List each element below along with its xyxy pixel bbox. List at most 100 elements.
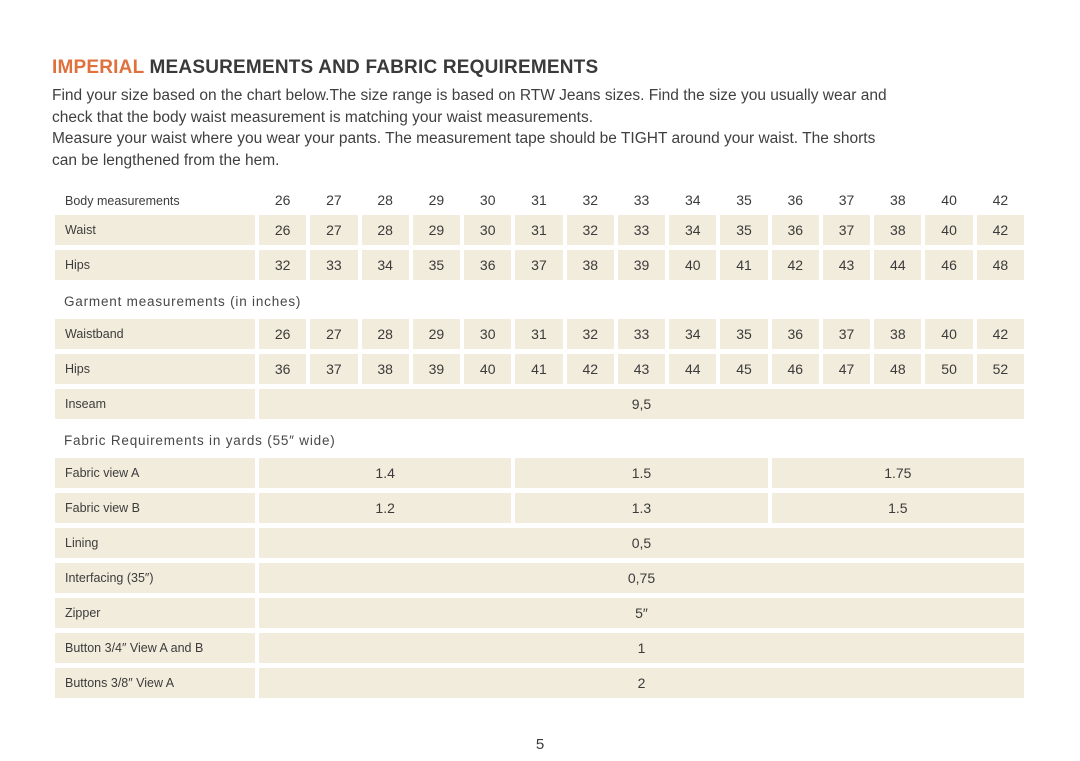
- value-cell: 46: [925, 250, 973, 281]
- value-cell: 30: [464, 319, 512, 350]
- value-cell: 33: [617, 215, 666, 246]
- size-column-header: 28: [377, 192, 393, 209]
- size-column-header: 37: [838, 192, 855, 209]
- size-column-header: 35: [736, 192, 752, 209]
- intro-line: Measure your waist where you wear your p…: [52, 130, 876, 148]
- row-label: Button 3/4″ View A and B: [55, 633, 255, 664]
- value-cell: 43: [822, 250, 871, 281]
- value-cell: 42: [976, 215, 1024, 246]
- row-label: Waistband: [55, 319, 255, 350]
- value-cell: 33: [310, 250, 358, 281]
- value-cell: 41: [515, 354, 563, 385]
- value-cell: 27: [310, 215, 358, 246]
- size-column-header: 38: [890, 192, 906, 209]
- value-cell: 35: [412, 250, 461, 281]
- size-column-header: 32: [582, 192, 599, 209]
- value-cell: 36: [771, 319, 819, 350]
- value-cell: 37: [310, 354, 358, 385]
- value-cell: 38: [874, 319, 922, 350]
- value-cell: 27: [310, 319, 358, 350]
- value-cell: 29: [412, 319, 461, 350]
- value-cell: 36: [259, 354, 307, 385]
- value-cell: 33: [617, 319, 666, 350]
- size-column-header: 36: [787, 192, 804, 209]
- intro-line: check that the body waist measurement is…: [52, 108, 594, 126]
- value-cell: 26: [259, 319, 307, 350]
- value-cell: 37: [822, 215, 871, 246]
- value-cell: 46: [771, 354, 819, 385]
- size-column-header: 33: [633, 192, 650, 209]
- row-label: Lining: [55, 528, 255, 559]
- value-cell: 32: [566, 319, 614, 350]
- row-label: Buttons 3/8″ View A: [55, 668, 255, 699]
- garment-section-title: Garment measurements (in inches): [64, 294, 302, 310]
- value-cell: 36: [771, 215, 819, 246]
- size-column-header: 34: [684, 192, 701, 209]
- value-cell: 35: [720, 215, 768, 246]
- row-label: Interfacing (35″): [55, 563, 255, 594]
- row-label: Zipper: [55, 598, 255, 629]
- row-label: Inseam: [55, 389, 255, 420]
- merged-value-cell: 9,5: [259, 389, 1024, 420]
- value-cell: 40: [669, 250, 717, 281]
- value-cell: 39: [617, 250, 666, 281]
- row-label: Waist: [55, 215, 255, 246]
- value-cell: 29: [412, 215, 461, 246]
- row-label: Fabric view A: [55, 458, 255, 489]
- value-cell: 42: [771, 250, 819, 281]
- garment-measurements-table: Waistband 26 27 28 29 30 31 32 33 34 35 36 37 38 40 42 H…: [55, 319, 1024, 420]
- value-cell: 45: [720, 354, 768, 385]
- value-cell: 34: [669, 215, 717, 246]
- value-cell: 50: [925, 354, 973, 385]
- value-cell: 44: [874, 250, 922, 281]
- page-title: IMPERIAL MEASUREMENTS AND FABRIC REQUIRE…: [52, 57, 1024, 79]
- value-cell: 28: [361, 215, 409, 246]
- value-cell: 52: [976, 354, 1024, 385]
- value-cell: 38: [361, 354, 409, 385]
- yardage-cell: 1.2: [259, 493, 512, 524]
- size-column-header: 26: [274, 192, 291, 209]
- value-cell: 32: [566, 215, 614, 246]
- yardage-cell: 1.5: [515, 458, 768, 489]
- row-label: Fabric view B: [55, 493, 255, 524]
- value-cell: 40: [925, 319, 973, 350]
- value-cell: 44: [669, 354, 717, 385]
- value-cell: 38: [874, 215, 922, 246]
- fabric-section-title: Fabric Requirements in yards (55″ wide): [64, 433, 336, 449]
- page-title-rest: MEASUREMENTS AND FABRIC REQUIREMENTS: [144, 57, 599, 78]
- intro-paragraph: Find your size based on the chart below.…: [52, 85, 1024, 171]
- value-cell: 48: [874, 354, 922, 385]
- merged-value-cell: 2: [259, 668, 1024, 699]
- value-cell: 43: [617, 354, 666, 385]
- value-cell: 26: [259, 215, 307, 246]
- size-column-header: 40: [941, 192, 957, 209]
- value-cell: 36: [464, 250, 512, 281]
- fabric-requirements-table: Fabric view A 1.4 1.5 1.75 Fabric view B 1.2 1…: [55, 458, 1024, 699]
- value-cell: 39: [412, 354, 461, 385]
- value-cell: 34: [669, 319, 717, 350]
- size-column-header: 42: [992, 192, 1009, 209]
- value-cell: 38: [566, 250, 614, 281]
- value-cell: 37: [515, 250, 563, 281]
- value-cell: 32: [259, 250, 307, 281]
- value-cell: 31: [515, 215, 563, 246]
- page-content: IMPERIAL MEASUREMENTS AND FABRIC REQUIRE…: [52, 57, 1024, 699]
- yardage-cell: 1.5: [771, 493, 1024, 524]
- column-header-label: Body measurements: [65, 194, 180, 209]
- value-cell: 42: [566, 354, 614, 385]
- page-title-accent: IMPERIAL: [52, 57, 145, 78]
- value-cell: 47: [822, 354, 871, 385]
- value-cell: 40: [925, 215, 973, 246]
- value-cell: 28: [361, 319, 409, 350]
- value-cell: 34: [361, 250, 409, 281]
- value-cell: 42: [976, 319, 1024, 350]
- size-column-header: 27: [326, 192, 342, 209]
- size-column-header: 30: [479, 192, 496, 209]
- size-column-header: 31: [531, 192, 547, 209]
- yardage-cell: 1.3: [515, 493, 768, 524]
- row-label: Hips: [55, 354, 255, 385]
- intro-line: can be lengthened from the hem.: [52, 151, 280, 169]
- intro-line: Find your size based on the chart below.…: [52, 87, 887, 104]
- yardage-cell: 1.75: [771, 458, 1024, 489]
- merged-value-cell: 1: [259, 633, 1024, 664]
